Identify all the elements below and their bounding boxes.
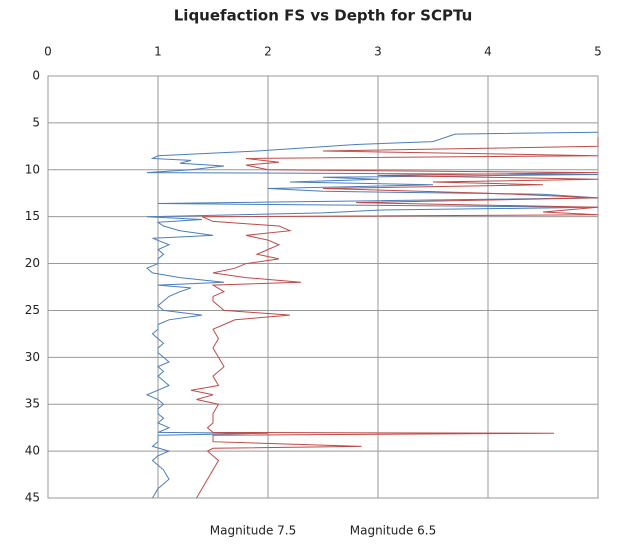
y-tick-label: 5: [32, 115, 40, 129]
y-tick-label: 40: [25, 444, 40, 458]
y-tick-label: 15: [25, 209, 40, 223]
chart-title: Liquefaction FS vs Depth for SCPTu: [174, 7, 473, 25]
x-tick-label: 2: [264, 45, 272, 59]
data-line: [145, 131, 599, 499]
y-tick-label: 20: [25, 256, 40, 270]
y-tick-label: 25: [25, 303, 40, 317]
y-tick-label: 45: [25, 491, 40, 505]
x-tick-label: 5: [594, 45, 602, 59]
x-tick-label: 1: [154, 45, 162, 59]
x-tick-label: 0: [44, 45, 52, 59]
y-tick-label: 0: [32, 69, 40, 83]
y-tick-label: 10: [25, 162, 40, 176]
y-tick-label: 35: [25, 397, 40, 411]
data-line: [190, 137, 599, 499]
legend-label: Magnitude 7.5: [210, 524, 296, 538]
legend-label: Magnitude 6.5: [350, 524, 436, 538]
x-tick-label: 4: [484, 45, 492, 59]
y-tick-label: 30: [25, 350, 40, 364]
x-tick-label: 3: [374, 45, 382, 59]
